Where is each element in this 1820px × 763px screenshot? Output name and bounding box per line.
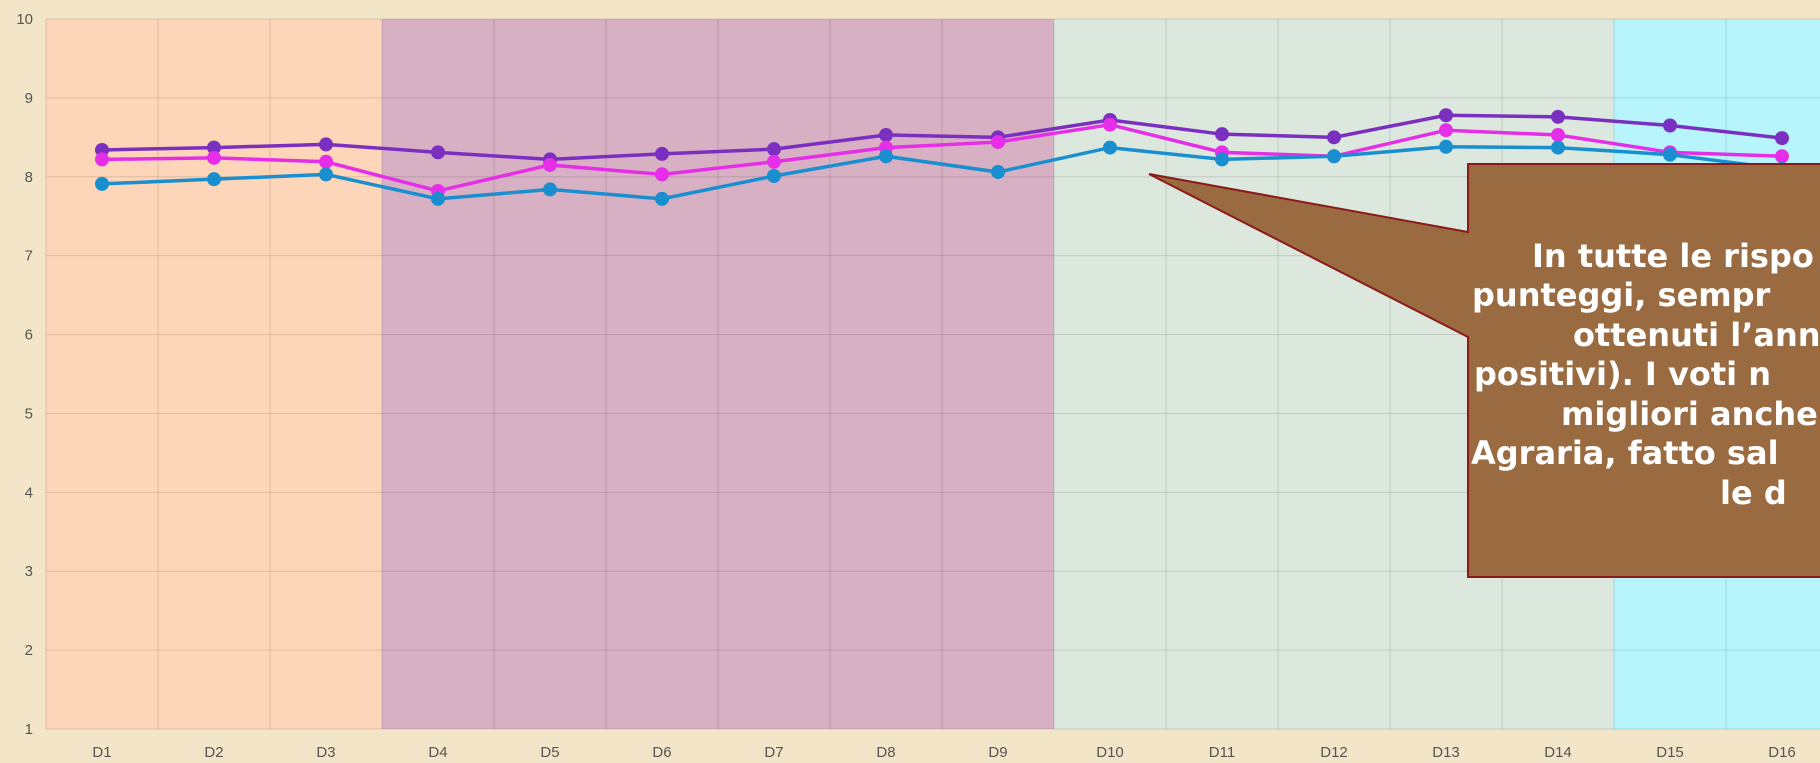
annotation-line: migliori anche <box>1561 395 1818 433</box>
point <box>431 145 445 160</box>
point <box>1215 152 1229 167</box>
series-line <box>101 145 1783 201</box>
point <box>879 127 893 142</box>
x-tick-label: D12 <box>1320 744 1348 761</box>
point <box>207 150 221 165</box>
point <box>1663 147 1677 162</box>
point <box>207 140 221 155</box>
annotation-line: Agraria, fatto sal <box>1471 434 1779 472</box>
x-tick-label: D9 <box>988 744 1007 761</box>
annotation-line: positivi). I voti n <box>1474 355 1771 393</box>
y-tick-label: 9 <box>25 90 33 107</box>
point <box>319 154 333 169</box>
x-tick-label: D4 <box>428 744 447 761</box>
point <box>767 142 781 157</box>
point <box>1327 149 1341 164</box>
point <box>767 168 781 183</box>
callout-shape <box>1148 163 1820 578</box>
point <box>1439 139 1453 154</box>
point <box>1215 127 1229 142</box>
point <box>1551 140 1565 155</box>
point <box>655 191 669 206</box>
point <box>1103 117 1117 132</box>
x-tick-label: D13 <box>1432 744 1460 761</box>
annotation-line: le d <box>1720 474 1787 512</box>
point <box>207 172 221 187</box>
point <box>1775 131 1789 146</box>
x-tick-label: D16 <box>1768 744 1796 761</box>
x-tick-label: D15 <box>1656 744 1684 761</box>
x-tick-label: D11 <box>1209 744 1235 761</box>
y-tick-label: 5 <box>25 405 33 422</box>
x-tick-label: D14 <box>1544 744 1572 761</box>
point <box>879 149 893 164</box>
point <box>431 191 445 206</box>
annotation-line: In tutte le rispo <box>1532 237 1814 275</box>
x-tick-label: D8 <box>876 744 895 761</box>
point <box>95 152 109 167</box>
x-tick-label: D1 <box>92 744 111 761</box>
point <box>1439 123 1453 138</box>
x-tick-label: D2 <box>204 744 223 761</box>
point <box>1551 127 1565 142</box>
point <box>95 176 109 191</box>
point <box>1775 149 1789 164</box>
x-tick-label: D10 <box>1096 744 1124 761</box>
point <box>655 146 669 161</box>
y-tick-label: 7 <box>25 248 33 265</box>
point <box>767 154 781 169</box>
point <box>543 182 557 197</box>
x-tick-label: D7 <box>764 744 783 761</box>
point <box>543 157 557 172</box>
point <box>319 167 333 182</box>
point <box>1439 108 1453 123</box>
series-line <box>101 122 1783 193</box>
y-tick-label: 1 <box>25 721 33 738</box>
x-tick-label: D3 <box>316 744 335 761</box>
annotation-line: punteggi, sempr <box>1472 276 1771 314</box>
region <box>46 19 382 729</box>
point <box>1551 109 1565 124</box>
y-tick-label: 6 <box>25 327 33 344</box>
y-tick-label: 3 <box>25 563 33 580</box>
point <box>991 165 1005 180</box>
point <box>1663 118 1677 133</box>
annotation-line: ottenuti l’ann <box>1573 316 1820 354</box>
point <box>1103 140 1117 155</box>
y-tick-label: 2 <box>25 642 33 659</box>
y-tick-label: 4 <box>25 484 33 501</box>
y-tick-label: 8 <box>25 169 33 186</box>
y-tick-label: 10 <box>16 11 33 28</box>
x-tick-label: D5 <box>540 744 559 761</box>
series-line <box>101 113 1783 162</box>
point <box>991 135 1005 150</box>
point <box>1327 130 1341 145</box>
point <box>319 137 333 152</box>
point <box>655 167 669 182</box>
x-tick-label: D6 <box>652 744 671 761</box>
